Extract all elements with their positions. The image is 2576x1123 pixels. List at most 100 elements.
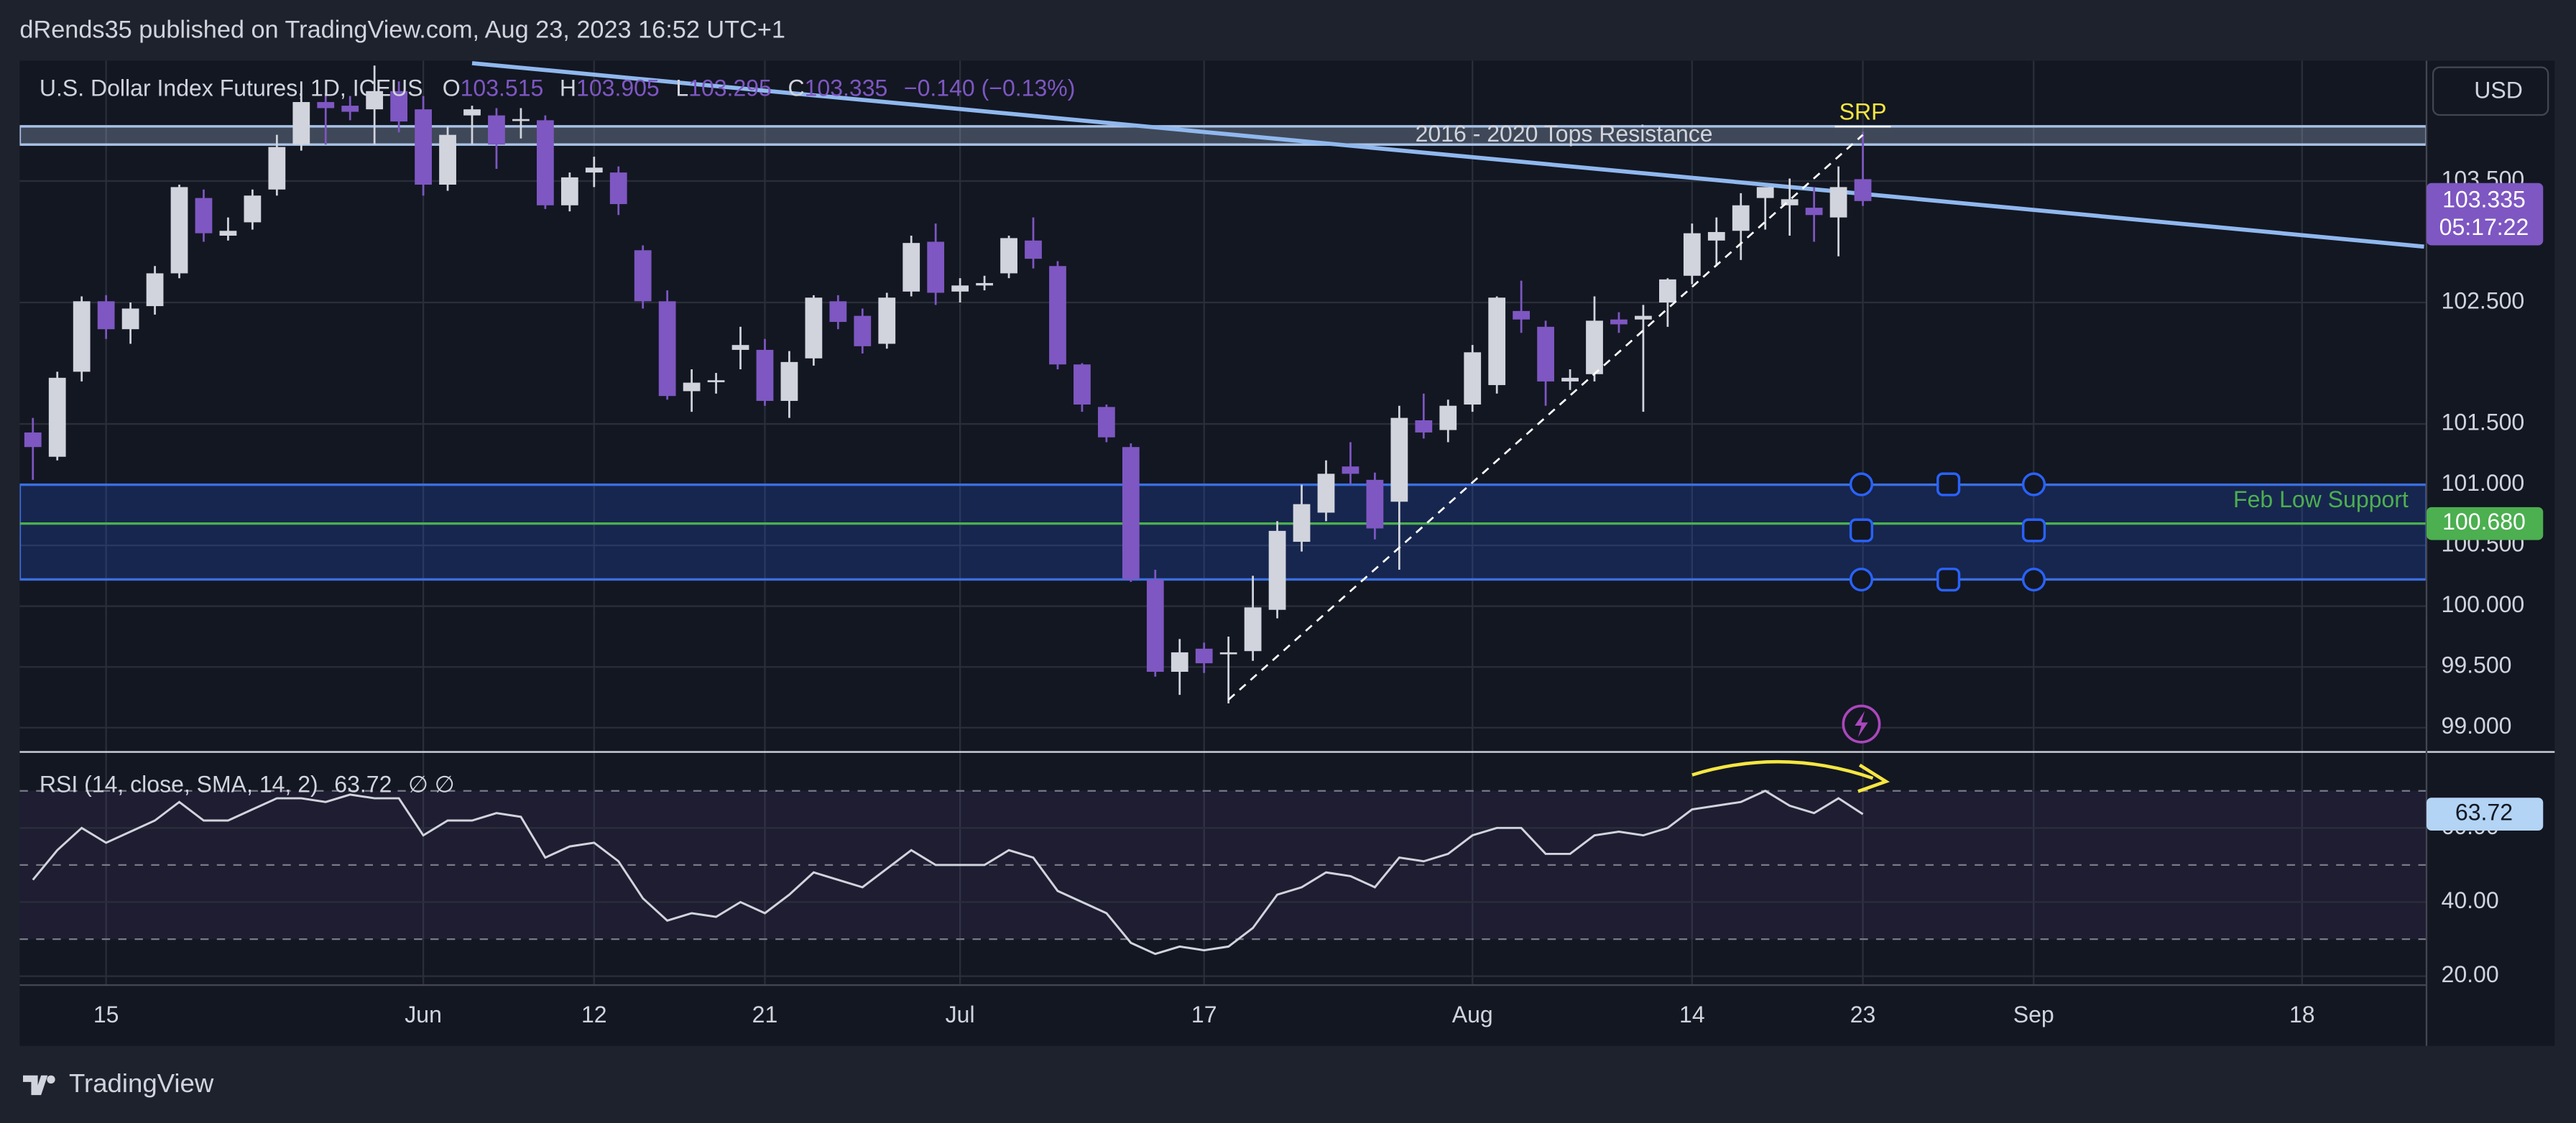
candle-body — [1513, 310, 1531, 320]
candle-body — [1195, 648, 1213, 664]
candle-body — [488, 115, 505, 145]
rsi-last: 63.72 — [334, 772, 392, 798]
currency: USD — [2474, 77, 2523, 103]
candle-body — [854, 315, 872, 346]
x-tick-label: Sep — [2013, 1002, 2054, 1027]
candle-body — [1781, 199, 1799, 205]
candle-body — [683, 382, 701, 392]
candle-body — [170, 187, 188, 274]
candle-body — [1074, 364, 1091, 405]
support-label: Feb Low Support — [2233, 486, 2409, 512]
candle-body — [1097, 407, 1115, 438]
rsi-tick-label: 40.00 — [2442, 887, 2499, 913]
x-tick-label: 18 — [2289, 1002, 2315, 1027]
candle-body — [341, 106, 359, 112]
candle-body — [97, 301, 115, 330]
candle-body — [1366, 479, 1384, 529]
candle-body — [1342, 466, 1359, 474]
footer-text: TradingView — [69, 1068, 214, 1098]
candle-body — [878, 297, 896, 344]
candle-body — [1464, 352, 1482, 405]
trendline — [471, 61, 2424, 249]
legend-value: 103.335 — [805, 75, 888, 101]
candle-body — [658, 301, 676, 397]
candle-body — [1293, 504, 1311, 542]
candle-body — [1658, 279, 1676, 303]
handle — [2021, 568, 2046, 592]
candle-body — [292, 102, 310, 145]
candle-body — [1586, 320, 1603, 374]
x-tick-label: 12 — [581, 1002, 607, 1027]
handles — [1849, 472, 2046, 592]
countdown: 05:17:22 — [2439, 214, 2529, 240]
handle — [2021, 518, 2046, 542]
legend-letter: H — [560, 75, 576, 101]
legend: U.S. Dollar Index Futures, 1D, ICEUS O 10… — [40, 75, 1075, 101]
candle-body — [1707, 231, 1725, 241]
candle-body — [1805, 208, 1823, 216]
rsi-title: RSI (14, close, SMA, 14, 2) — [40, 772, 318, 798]
candle-body — [317, 102, 335, 108]
candles — [24, 65, 1872, 703]
candle-body — [1756, 187, 1774, 198]
x-tick-label: 17 — [1191, 1002, 1217, 1027]
candle-body — [1683, 233, 1701, 276]
candle-body — [415, 109, 432, 185]
candle-body — [805, 297, 823, 359]
candle-body — [829, 301, 847, 323]
support-tag — [2426, 507, 2544, 540]
candle-body — [390, 91, 408, 122]
candle-body — [902, 243, 920, 292]
price-tag — [2426, 182, 2544, 246]
candle-body — [24, 432, 42, 448]
candle-body — [536, 120, 554, 205]
legend-letter: O — [443, 75, 461, 101]
legend-change: −0.140 (−0.13%) — [904, 75, 1075, 101]
rsi-tick-label: 20.00 — [2442, 961, 2499, 987]
candle-body — [1854, 179, 1872, 201]
candle-body — [780, 361, 798, 401]
candle-body — [609, 172, 627, 205]
candle-body — [244, 195, 262, 223]
support-zone — [19, 483, 2427, 581]
x-tick-label: 23 — [1850, 1002, 1876, 1027]
candle-body — [268, 147, 286, 190]
candle-body — [1244, 607, 1262, 652]
chart-background — [19, 60, 2555, 1046]
handle — [1849, 518, 1874, 542]
x-tick-label: Jun — [405, 1002, 442, 1027]
rsi-extras: ∅ ∅ — [408, 772, 455, 798]
handle — [1936, 568, 1961, 592]
symbol-title: U.S. Dollar Index Futures, 1D, ICEUS — [40, 75, 423, 101]
rsi-tag-text: 63.72 — [2455, 800, 2513, 826]
legend-letter: L — [675, 75, 688, 101]
candle-body — [1000, 238, 1017, 274]
support-tag-text: 100.680 — [2442, 509, 2526, 535]
candle-body — [1537, 326, 1554, 382]
candle-body — [1610, 319, 1628, 325]
candle-body — [1317, 473, 1335, 513]
x-tick-label: 14 — [1679, 1002, 1705, 1027]
candle-body — [439, 134, 456, 185]
candle-body — [195, 198, 213, 234]
candle-body — [1415, 420, 1433, 433]
y-tick-label: 100.000 — [2442, 591, 2525, 617]
candle-body — [731, 345, 749, 350]
rsi-line — [32, 790, 1864, 956]
candle-body — [48, 377, 66, 457]
price-tag-text: 103.335 — [2442, 186, 2526, 212]
x-tick-label: Aug — [1452, 1002, 1493, 1027]
candle-body — [1561, 377, 1579, 382]
candle-body — [585, 167, 603, 173]
candle-body — [756, 349, 774, 401]
legend-value: 103.295 — [688, 75, 772, 101]
y-tick-label: 102.500 — [2442, 287, 2525, 313]
x-tick-label: Jul — [946, 1002, 975, 1027]
candle-body — [560, 177, 578, 205]
resistance-label: 2016 - 2020 Tops Resistance — [1416, 121, 1713, 147]
candle-body — [73, 301, 91, 372]
candle-body — [121, 308, 139, 330]
candle-body — [1268, 530, 1286, 610]
candle-body — [1732, 205, 1750, 231]
currency-box — [2432, 66, 2549, 116]
